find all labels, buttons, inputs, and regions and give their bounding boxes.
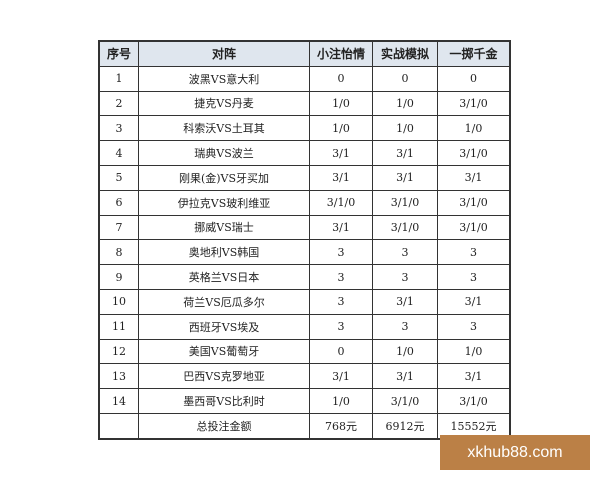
table-cell: 3 [98,115,139,142]
column-header: 实战模拟 [372,40,438,67]
table-row: 14 墨西哥VS比利时 1/0 3/1/0 3/1/0 [98,388,511,414]
table-row: 8 奥地利VS韩国 3 3 3 [98,239,511,266]
table-cell: 5 [98,164,139,191]
table-cell: 12 [98,338,139,365]
table-cell: 3 [437,264,511,290]
table-cell: 3/1 [372,288,438,315]
table-cell: 3/1/0 [437,140,511,166]
table-cell: 1/0 [309,388,373,414]
table-cell: 10 [98,288,139,315]
table-cell: 挪威VS瑞士 [138,214,310,241]
table-cell: 8 [98,239,139,266]
table-cell: 3 [372,313,438,340]
table-cell: 3/1/0 [372,214,438,241]
table-cell: 1/0 [437,338,511,365]
table-cell: 3 [437,239,511,266]
table-cell: 3 [309,239,373,266]
table-cell: 1/0 [372,338,438,365]
table-cell: 1 [98,65,139,92]
table-cell: 3/1 [309,164,373,191]
table-row: 5 刚果(金)VS牙买加 3/1 3/1 3/1 [98,164,511,191]
total-row: 总投注金额 768元 6912元 15552元 [98,412,511,440]
table-cell: 2 [98,90,139,117]
column-header: 对阵 [138,40,310,67]
table-cell: 0 [309,65,373,92]
table-cell: 3/1/0 [372,189,438,216]
table-cell: 768元 [309,412,373,440]
table-row: 9 英格兰VS日本 3 3 3 [98,264,511,290]
table-cell: 刚果(金)VS牙买加 [138,164,310,191]
table-row: 7 挪威VS瑞士 3/1 3/1/0 3/1/0 [98,214,511,241]
table-cell: 0 [309,338,373,365]
table-row: 4 瑞典VS波兰 3/1 3/1 3/1/0 [98,140,511,166]
header-row: 序号 对阵 小注怡情 实战模拟 一掷千金 [98,40,511,67]
table-cell: 科索沃VS土耳其 [138,115,310,142]
table-row: 2 捷克VS丹麦 1/0 1/0 3/1/0 [98,90,511,117]
table-cell: 3 [309,264,373,290]
table-cell: 13 [98,363,139,390]
column-header: 序号 [98,40,139,67]
table-cell: 3/1/0 [437,388,511,414]
table-cell: 3/1 [309,140,373,166]
column-header: 一掷千金 [437,40,511,67]
table-cell: 3 [309,313,373,340]
table-cell: 14 [98,388,139,414]
table-cell: 捷克VS丹麦 [138,90,310,117]
table-cell: 波黑VS意大利 [138,65,310,92]
table-cell: 3 [372,264,438,290]
table-row: 3 科索沃VS土耳其 1/0 1/0 1/0 [98,115,511,142]
table-row: 13 巴西VS克罗地亚 3/1 3/1 3/1 [98,363,511,390]
table-cell: 9 [98,264,139,290]
table-cell: 3/1 [372,140,438,166]
table-cell: 3/1/0 [437,214,511,241]
table-cell: 3/1 [372,363,438,390]
table-cell: 1/0 [372,90,438,117]
table-row: 12 美国VS葡萄牙 0 1/0 1/0 [98,338,511,365]
table-cell: 3 [309,288,373,315]
table-row: 11 西班牙VS埃及 3 3 3 [98,313,511,340]
table-cell: 3/1 [309,363,373,390]
table-cell: 3 [372,239,438,266]
table-cell: 1/0 [309,115,373,142]
table-cell: 11 [98,313,139,340]
table-cell: 美国VS葡萄牙 [138,338,310,365]
table-cell: 3/1/0 [309,189,373,216]
table-cell: 3/1 [309,214,373,241]
table-row: 6 伊拉克VS玻利维亚 3/1/0 3/1/0 3/1/0 [98,189,511,216]
betting-table: 序号 对阵 小注怡情 实战模拟 一掷千金 1 波黑VS意大利 0 0 0 2 捷克VS丹麦 1/0 1/… [98,40,511,440]
table-cell: 0 [437,65,511,92]
table-cell: 英格兰VS日本 [138,264,310,290]
table-cell: 3/1/0 [437,90,511,117]
table-cell: 1/0 [309,90,373,117]
table-cell: 墨西哥VS比利时 [138,388,310,414]
table-cell: 伊拉克VS玻利维亚 [138,189,310,216]
watermark: xkhub88.com [440,435,590,470]
table-cell: 0 [372,65,438,92]
table-row: 1 波黑VS意大利 0 0 0 [98,65,511,92]
table-cell: 3/1 [437,363,511,390]
table-cell: 6 [98,189,139,216]
table-cell: 3/1/0 [437,189,511,216]
table-cell: 西班牙VS埃及 [138,313,310,340]
table-cell: 3 [437,313,511,340]
table-cell: 1/0 [437,115,511,142]
table-cell: 巴西VS克罗地亚 [138,363,310,390]
table-cell: 荷兰VS厄瓜多尔 [138,288,310,315]
table-cell: 奥地利VS韩国 [138,239,310,266]
table-cell: 3/1/0 [372,388,438,414]
table-cell: 总投注金额 [138,412,310,440]
table-cell: 3/1 [437,288,511,315]
table-cell: 3/1 [437,164,511,191]
table-cell: 6912元 [372,412,438,440]
table-cell: 1/0 [372,115,438,142]
table-cell: 7 [98,214,139,241]
table-row: 10 荷兰VS厄瓜多尔 3 3/1 3/1 [98,288,511,315]
table-cell: 3/1 [372,164,438,191]
table-cell: 瑞典VS波兰 [138,140,310,166]
table-cell: 4 [98,140,139,166]
table-cell [98,412,139,440]
column-header: 小注怡情 [309,40,373,67]
